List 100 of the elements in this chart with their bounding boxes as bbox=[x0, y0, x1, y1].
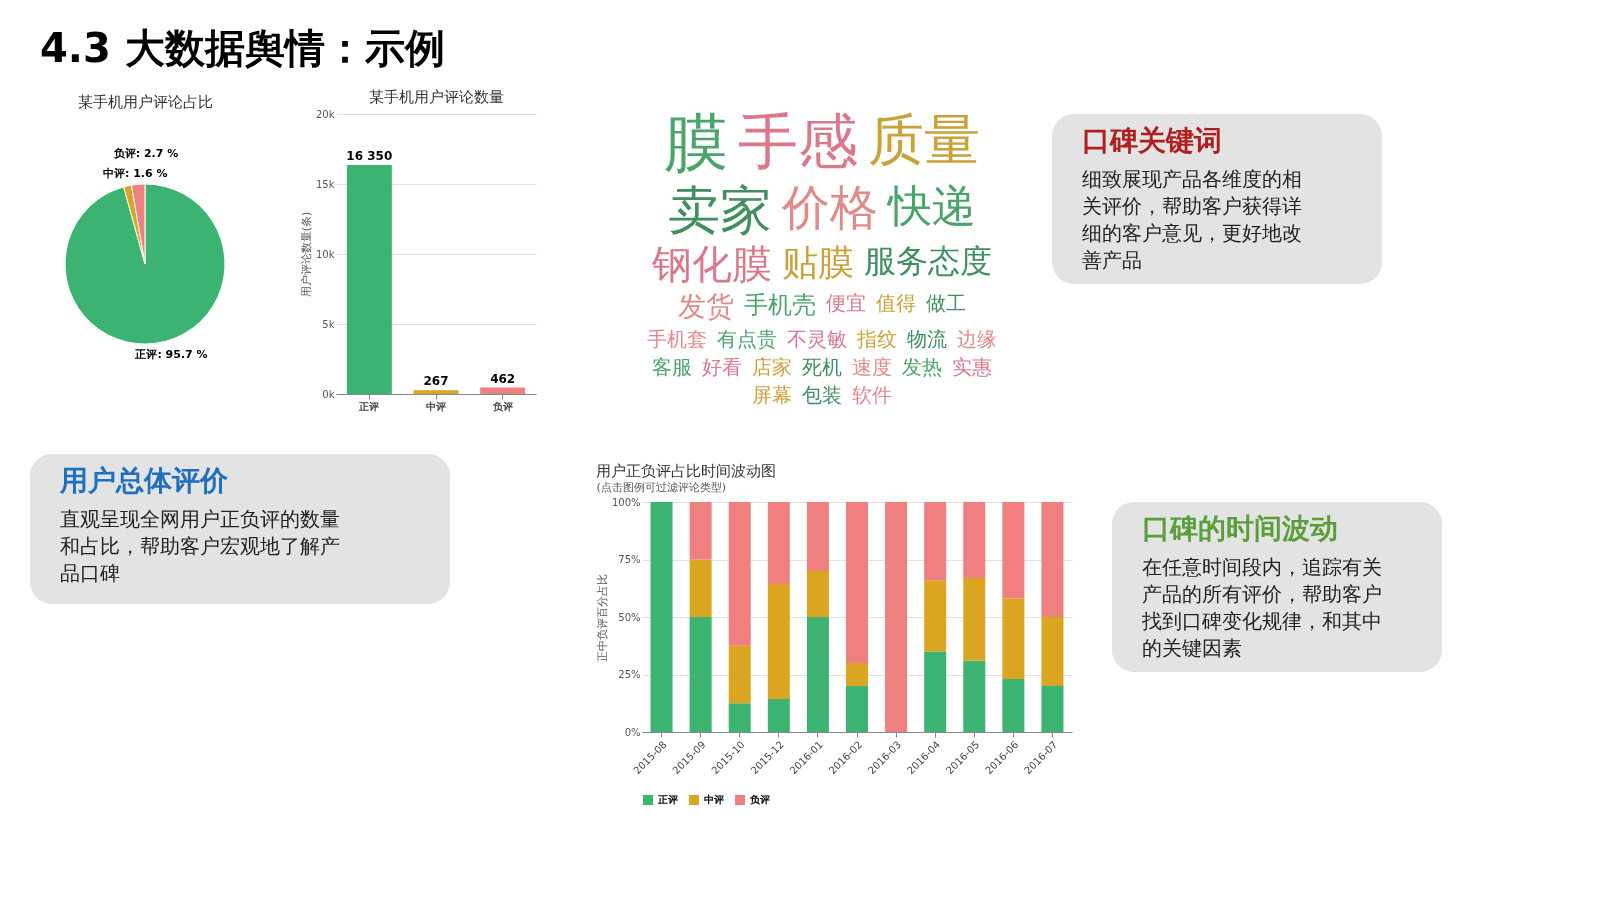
y-tick-label: 0k bbox=[322, 388, 335, 400]
bar bbox=[728, 502, 751, 646]
text: 死机 bbox=[802, 355, 842, 379]
bar bbox=[806, 617, 829, 732]
text: 在任意时间段内，追踪有关 bbox=[1142, 555, 1382, 579]
legend-label: 中评 bbox=[704, 794, 724, 805]
text: 善产品 bbox=[1082, 248, 1142, 272]
bar bbox=[1002, 598, 1025, 680]
text: 实惠 bbox=[952, 355, 992, 379]
bar bbox=[689, 559, 712, 617]
bar bbox=[885, 502, 908, 732]
data-label: : 1.6 % bbox=[124, 167, 168, 181]
chart-title: 某手机用户评论占比 bbox=[77, 93, 213, 111]
y-axis-title: 用户评论数量(条) bbox=[299, 211, 313, 298]
text: 的关键因素 bbox=[1142, 636, 1242, 660]
bar bbox=[963, 577, 986, 661]
text: 快递 bbox=[886, 180, 976, 231]
bar bbox=[728, 645, 751, 704]
y-tick-label: 20k bbox=[315, 108, 335, 120]
text: 屏幕 bbox=[752, 383, 792, 407]
bar bbox=[846, 663, 868, 686]
text: 物流 bbox=[907, 327, 947, 351]
text: 4.3 大数据舆情：示例 bbox=[40, 25, 445, 71]
legend-label: 正评 bbox=[657, 794, 678, 805]
text: 关评价，帮助客户获得详 bbox=[1082, 194, 1302, 218]
y-tick-label: 0% bbox=[624, 726, 641, 738]
bar bbox=[767, 502, 790, 585]
text: 做工 bbox=[926, 291, 966, 315]
bar bbox=[767, 699, 790, 732]
x-tick-label: 中评 bbox=[426, 400, 446, 412]
slice-label: 负评 bbox=[112, 147, 136, 161]
bar bbox=[728, 703, 751, 732]
text: 手机套 bbox=[647, 327, 707, 351]
data-label: : 2.7 % bbox=[135, 147, 179, 161]
text: 服务态度 bbox=[864, 242, 992, 280]
bar bbox=[413, 390, 459, 394]
text: 便宜 bbox=[826, 291, 866, 315]
text: 口碑关键词 bbox=[1082, 124, 1222, 157]
text: 边缘 bbox=[957, 327, 997, 351]
text: 产品的所有评价，帮助客户 bbox=[1142, 582, 1382, 606]
text: 手感 bbox=[738, 106, 858, 176]
text: 速度 bbox=[852, 355, 892, 379]
legend-label: 负评 bbox=[749, 794, 770, 805]
bar bbox=[689, 617, 712, 732]
bar bbox=[806, 571, 829, 617]
bar bbox=[806, 502, 829, 571]
y-tick-label: 25% bbox=[618, 669, 641, 680]
text: 用户总体评价 bbox=[59, 464, 229, 497]
bar bbox=[1041, 502, 1064, 617]
text: 价格 bbox=[781, 179, 878, 235]
bar bbox=[924, 502, 947, 581]
bar bbox=[924, 580, 947, 652]
y-tick-label: 5k bbox=[322, 318, 335, 330]
bar bbox=[963, 502, 986, 578]
text: 软件 bbox=[852, 383, 892, 407]
y-tick-label: 50% bbox=[618, 611, 641, 623]
text: 品口碑 bbox=[60, 561, 120, 585]
text: 客服 bbox=[652, 355, 692, 379]
data-label: 267 bbox=[423, 374, 449, 389]
bar bbox=[1041, 686, 1064, 732]
x-tick-label: 负评 bbox=[491, 400, 513, 412]
pie-slice bbox=[64, 183, 226, 345]
text: 细的客户意见，更好地改 bbox=[1082, 221, 1302, 245]
y-tick-label: 75% bbox=[618, 554, 641, 565]
bar bbox=[924, 651, 947, 732]
text: 和占比，帮助客户宏观地了解产 bbox=[60, 534, 340, 558]
slice-label: 正评 bbox=[134, 348, 158, 362]
bar bbox=[846, 502, 868, 663]
y-tick-label: 15k bbox=[315, 178, 335, 190]
bar bbox=[846, 686, 868, 732]
text: 不灵敏 bbox=[787, 327, 847, 351]
text: 找到口碑变化规律，和其中 bbox=[1141, 609, 1382, 633]
text: 质量 bbox=[868, 107, 980, 172]
text: 发货 bbox=[678, 290, 734, 323]
data-label: 16 350 bbox=[346, 149, 393, 164]
bar bbox=[480, 387, 526, 394]
y-tick-label: 100% bbox=[611, 496, 641, 508]
bar bbox=[689, 502, 712, 560]
chart-title: 某手机用户评论数量 bbox=[368, 88, 504, 106]
bar bbox=[346, 165, 392, 394]
text: 膜 bbox=[664, 106, 728, 180]
text: 发热 bbox=[902, 355, 942, 379]
bar bbox=[1002, 502, 1025, 599]
text: 钢化膜 bbox=[651, 241, 772, 287]
text: 手机壳 bbox=[744, 291, 816, 319]
bar bbox=[767, 584, 790, 700]
text: 好看 bbox=[702, 355, 742, 379]
text: 直观呈现全网用户正负评的数量 bbox=[60, 507, 340, 531]
data-label: : 95.7 % bbox=[157, 348, 208, 362]
text: 有点贵 bbox=[717, 327, 777, 351]
bar bbox=[650, 502, 673, 732]
text: 细致展现产品各维度的相 bbox=[1082, 167, 1302, 191]
chart-title: 用户正负评占比时间波动图 bbox=[596, 462, 777, 480]
bar bbox=[963, 660, 986, 732]
text: 贴膜 bbox=[782, 242, 854, 283]
chart-subtitle: (点击图例可过滤评论类型) bbox=[596, 481, 726, 494]
text: 值得 bbox=[876, 291, 916, 315]
data-label: 462 bbox=[490, 371, 516, 386]
text: 店家 bbox=[752, 355, 792, 379]
text: 包装 bbox=[802, 383, 842, 407]
